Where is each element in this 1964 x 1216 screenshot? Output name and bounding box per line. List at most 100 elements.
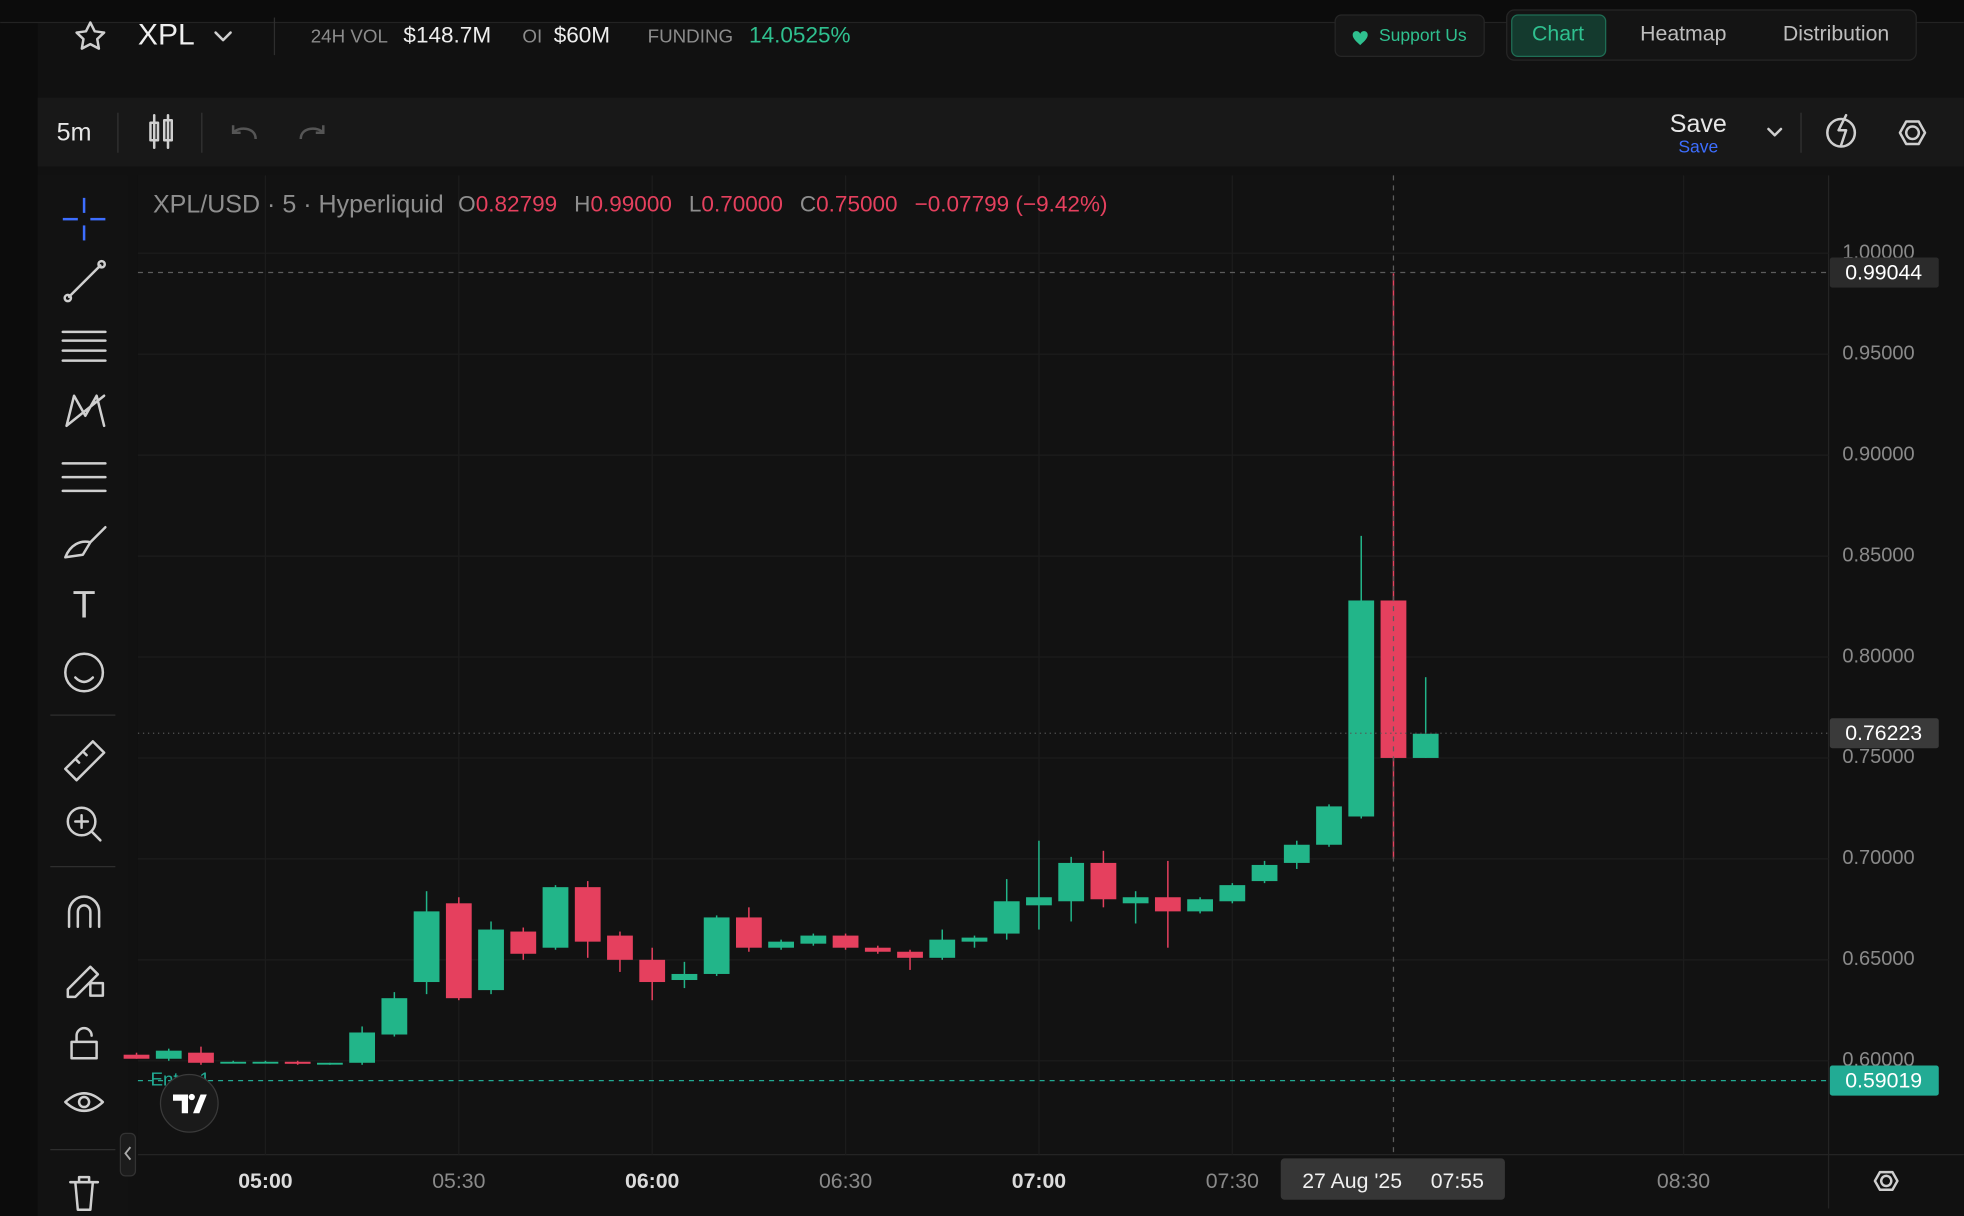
pattern-tool[interactable] [65, 394, 106, 428]
legend-value: 0.82799 [476, 191, 557, 216]
emoji-tool-part[interactable] [64, 652, 105, 693]
x-tick-label: 07:30 [1206, 1169, 1259, 1193]
tradingview-logo-part[interactable] [173, 1094, 207, 1114]
text-tool[interactable]: T [73, 583, 96, 625]
trend-line-tool-part[interactable] [67, 264, 102, 299]
candle-body [1316, 806, 1342, 845]
collapse-toolbar[interactable] [119, 1132, 137, 1177]
trend-line-tool-part[interactable] [97, 259, 107, 269]
lock-tool[interactable] [70, 1026, 98, 1060]
candle-body [1122, 897, 1149, 904]
legend-value: 0.70000 [701, 191, 782, 216]
ohlc-legend: XPL/USD · 5 · Hyperliquid O0.82799 H0.99… [153, 190, 1108, 218]
tradingview-logo-part[interactable] [188, 1093, 195, 1101]
y-tick-label: 0.95000 [1842, 342, 1914, 364]
emoji-tool[interactable] [64, 652, 105, 693]
save-status: Save [1678, 136, 1718, 156]
legend-symbol: XPL/USD · 5 · Hyperliquid [153, 190, 444, 218]
candle-body [1154, 897, 1181, 912]
candle-body [1090, 862, 1117, 900]
candle-body [993, 901, 1020, 934]
alert-button[interactable] [1826, 113, 1857, 148]
magnet-tool[interactable] [67, 895, 101, 928]
plot-area [137, 175, 1829, 1155]
y-tick-label: 0.85000 [1842, 544, 1914, 566]
legend-change: −0.07799 (−9.42%) [915, 191, 1108, 216]
crosshair-time-box [1280, 1158, 1505, 1200]
legend-key: C [800, 191, 816, 216]
trend-line-tool-part[interactable] [63, 293, 73, 303]
heart-icon [1352, 31, 1368, 46]
legend-key: L [689, 191, 702, 216]
tab[interactable]: Distribution [1783, 22, 1889, 46]
candle-body [800, 935, 827, 944]
candle-body [317, 1062, 343, 1065]
stat-label: 24H VOL [311, 26, 388, 47]
x-tick-label: 08:30 [1657, 1169, 1710, 1193]
alert-button-part[interactable] [1837, 113, 1848, 147]
x-tick-label: 07:00 [1012, 1169, 1066, 1193]
y-tick-label: 0.90000 [1842, 443, 1914, 465]
tab-group [1506, 9, 1917, 61]
candle-body [929, 939, 956, 958]
symbol-dropdown[interactable] [214, 31, 232, 42]
interval[interactable]: 5m [57, 119, 92, 147]
toolbar [37, 97, 1964, 167]
tradingview-logo-part[interactable] [159, 1073, 219, 1133]
price-label-box [1829, 718, 1939, 749]
zoom-tool-part[interactable] [90, 830, 102, 842]
candle-body [703, 917, 730, 974]
symbol[interactable]: XPL [138, 18, 195, 51]
tradingview-logo[interactable] [159, 1073, 219, 1133]
y-tick-label: 0.65000 [1842, 948, 1914, 970]
x-tick-label: 06:30 [819, 1169, 872, 1193]
ruler-tool[interactable] [64, 740, 106, 782]
candle-body [349, 1032, 376, 1063]
candle-body [1187, 899, 1213, 912]
redo-button[interactable] [299, 125, 325, 140]
trend-line-tool[interactable] [63, 259, 107, 303]
crosshair-time: 07:55 [1431, 1169, 1484, 1193]
tab[interactable]: Heatmap [1640, 22, 1726, 46]
price-label: 0.76223 [1845, 721, 1922, 745]
stat-label: OI [522, 26, 542, 47]
stat-value: 14.0525% [749, 22, 850, 47]
lock-draw-tool[interactable] [66, 965, 105, 999]
zoom-tool[interactable] [66, 806, 102, 842]
brush-tool[interactable] [64, 525, 107, 559]
candle-body [1283, 844, 1310, 863]
favorite-star[interactable] [75, 21, 106, 50]
support-label[interactable]: Support Us [1379, 25, 1467, 45]
candle-body [864, 947, 891, 952]
zoom-tool-part[interactable] [66, 806, 97, 837]
candle-body [542, 887, 569, 948]
fib-tool[interactable] [61, 330, 107, 362]
candle-body [188, 1052, 214, 1063]
save-button[interactable]: Save [1670, 110, 1727, 138]
stat-label: FUNDING [648, 26, 733, 47]
emoji-tool-part[interactable] [74, 676, 95, 684]
tab[interactable]: Chart [1532, 22, 1584, 46]
price-label-box [1829, 1065, 1939, 1096]
candle-body [735, 917, 762, 948]
projection-tool[interactable] [61, 462, 107, 493]
settings-button[interactable] [1898, 120, 1927, 146]
candle-body [574, 887, 601, 942]
candle-body [607, 935, 633, 960]
visibility-tool[interactable] [64, 1092, 105, 1113]
alert-button-part[interactable] [1826, 117, 1857, 148]
crosshair-date: 27 Aug '25 [1302, 1169, 1402, 1193]
chart-type-button[interactable] [149, 113, 174, 150]
delete-tool[interactable] [69, 1175, 100, 1211]
candle-body [832, 935, 859, 948]
axis-settings[interactable] [1873, 1170, 1899, 1191]
crosshair-tool[interactable] [62, 197, 106, 241]
active-tab [1511, 14, 1607, 57]
undo-button[interactable] [231, 125, 257, 140]
x-tick-label: 06:00 [625, 1169, 679, 1193]
price-label-box [1829, 257, 1939, 288]
candle-body [252, 1061, 279, 1064]
save-dropdown[interactable] [1767, 127, 1783, 137]
support-button[interactable] [1334, 14, 1485, 57]
